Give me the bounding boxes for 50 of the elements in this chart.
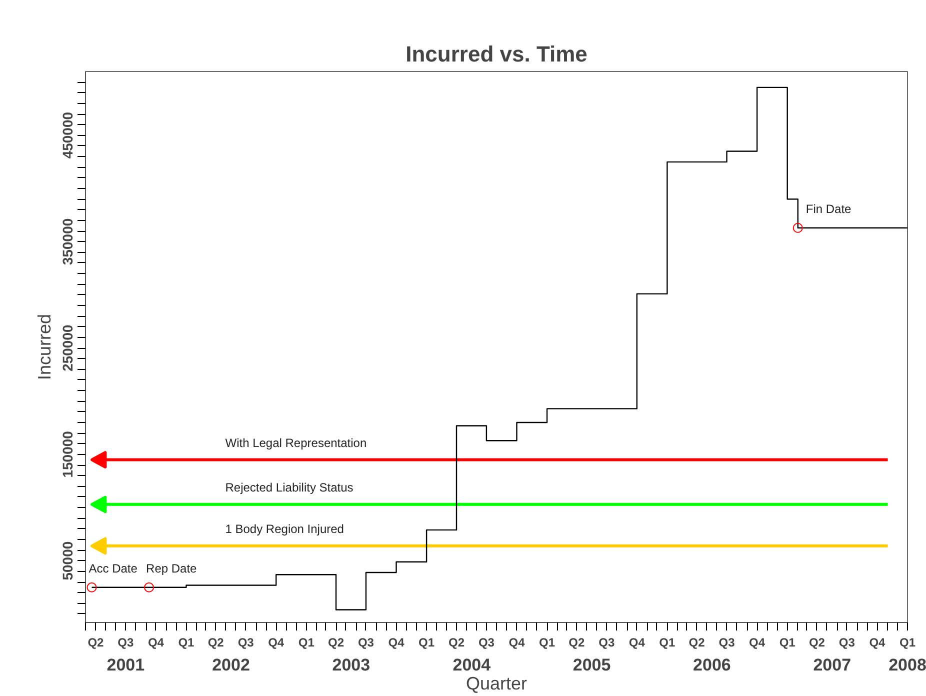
x-tick-label: Q1 xyxy=(899,636,916,650)
x-tick-label: Q3 xyxy=(838,636,856,650)
x-axis-title: Quarter xyxy=(466,674,528,694)
x-tick-label: Q4 xyxy=(148,636,164,650)
x-tick-label: Q3 xyxy=(718,636,736,650)
x-tick-label: Q3 xyxy=(598,636,615,650)
x-tick-label: Q4 xyxy=(388,636,405,650)
x-tick-label: Q3 xyxy=(358,636,374,650)
x-tick-label: Q4 xyxy=(628,636,646,650)
x-tick-label: Q2 xyxy=(448,636,465,650)
x2-tick-label: 2007 xyxy=(813,656,852,674)
ref-line-label: With Legal Representation xyxy=(225,436,367,450)
x-tick-label: Q4 xyxy=(268,636,284,650)
y-tick-label: 450000 xyxy=(60,112,76,159)
y-tick-label: 250000 xyxy=(60,324,76,372)
annotation: Fin Date xyxy=(806,202,852,216)
ref-line-label: 1 Body Region Injured xyxy=(225,522,344,536)
x-tick-label: Q1 xyxy=(418,636,435,650)
x-tick-label: Q1 xyxy=(298,636,315,650)
x2-tick-label: 2008 xyxy=(888,656,926,674)
chart-title: Incurred vs. Time xyxy=(406,42,588,66)
x-tick-label: Q1 xyxy=(779,636,796,650)
y-tick-label: 350000 xyxy=(60,218,76,266)
y-tick-label: 150000 xyxy=(60,430,76,478)
x-tick-label: Q3 xyxy=(118,636,134,650)
x-tick-label: Q2 xyxy=(328,636,344,650)
x2-tick-label: 2005 xyxy=(572,656,611,674)
x-tick-label: Q4 xyxy=(749,636,766,650)
x-tick-label: Q2 xyxy=(688,636,706,650)
x-tick-label: Q1 xyxy=(178,636,195,650)
x2-tick-label: 2003 xyxy=(332,656,370,674)
x-tick-label: Q1 xyxy=(659,636,676,650)
annotation: Rep Date xyxy=(146,561,198,576)
x-tick-label: Q3 xyxy=(478,636,495,650)
x2-tick-label: 2002 xyxy=(212,656,250,674)
x-tick-label: Q4 xyxy=(508,636,526,650)
x-tick-label: Q2 xyxy=(568,636,585,650)
y-tick-label: 50000 xyxy=(60,541,76,580)
x-tick-label: Q2 xyxy=(208,636,224,650)
y-axis-title: Incurred xyxy=(34,314,54,380)
ref-line-label: Rejected Liability Status xyxy=(225,480,354,494)
x-tick-label: Q1 xyxy=(539,636,556,650)
x-tick-label: Q3 xyxy=(238,636,254,650)
annotation: Acc Date xyxy=(88,561,138,576)
x-tick-label: Q2 xyxy=(808,636,826,650)
x-tick-label: Q4 xyxy=(869,636,886,650)
x2-tick-label: 2001 xyxy=(106,656,145,674)
x2-tick-label: 2006 xyxy=(693,656,731,674)
x-tick-label: Q2 xyxy=(88,636,104,650)
x2-tick-label: 2004 xyxy=(452,656,492,674)
